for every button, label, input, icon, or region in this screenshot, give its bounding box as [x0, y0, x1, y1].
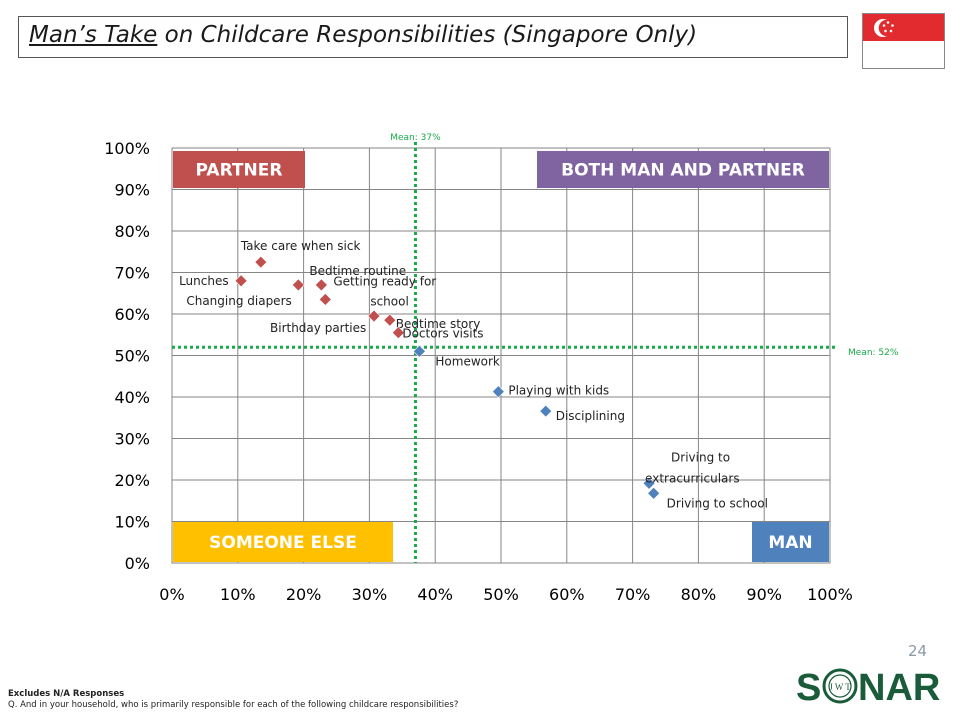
slide-title: Man’s Take on Childcare Responsibilities…: [29, 22, 697, 48]
data-point-label: Driving to extracurriculars: [645, 450, 740, 485]
x-tick-label: 0%: [159, 585, 184, 604]
y-tick-label: 60%: [114, 305, 150, 324]
flag-crescent-stars: [874, 19, 896, 37]
data-point: [383, 313, 397, 327]
y-tick-label: 80%: [114, 222, 150, 241]
svg-text:S: S: [796, 667, 821, 709]
data-point-label: Birthday parties: [270, 321, 366, 335]
quadrant-label: PARTNER: [196, 161, 283, 181]
data-point-label: Doctors visits: [402, 327, 483, 341]
title-emphasis: Man’s Take: [29, 22, 158, 48]
data-point-label: Bedtime story: [396, 317, 481, 331]
data-point-label: Getting ready for school: [333, 274, 436, 308]
quadrant-label: BOTH MAN AND PARTNER: [561, 161, 805, 181]
data-point-label: Playing with kids: [508, 384, 609, 398]
quadrant-label-box: [173, 151, 305, 188]
svg-text:NAR: NAR: [858, 667, 940, 709]
singapore-flag-icon: [862, 13, 945, 69]
y-tick-label: 20%: [114, 471, 150, 490]
quadrant-label: MAN: [768, 533, 812, 553]
y-tick-label: 10%: [114, 513, 150, 532]
svg-text:J W T: J W T: [829, 682, 851, 692]
quadrant-label-box: [537, 151, 829, 188]
footer: Excludes N/A Responses Q. And in your ho…: [8, 689, 458, 711]
quadrant-label-box: [752, 522, 829, 562]
y-tick-label: 100%: [104, 139, 150, 158]
sonar-jwt-logo: S J W T NAR: [796, 667, 940, 709]
mean-y-label: Mean: 52%: [848, 348, 899, 358]
data-point: [318, 293, 332, 306]
x-tick-label: 60%: [549, 585, 585, 604]
data-point: [491, 385, 505, 399]
x-tick-label: 30%: [352, 585, 388, 604]
x-tick-label: 20%: [286, 585, 322, 604]
data-point-label: Homework: [435, 354, 500, 368]
x-tick-label: 80%: [681, 585, 717, 604]
footer-note: Excludes N/A Responses: [8, 689, 125, 699]
data-point: [314, 278, 328, 292]
data-point-label: Bedtime routine: [309, 264, 406, 278]
data-point: [412, 344, 426, 358]
x-tick-label: 50%: [483, 585, 519, 604]
mean-x-label: Mean: 37%: [390, 133, 441, 143]
y-tick-label: 50%: [114, 347, 150, 366]
data-point-label: Disciplining: [556, 409, 625, 423]
data-point: [254, 255, 268, 269]
data-point-label: Driving to school: [667, 496, 768, 510]
data-point-label-line: Driving to: [671, 450, 730, 464]
y-tick-label: 30%: [114, 430, 150, 449]
y-tick-label: 40%: [114, 388, 150, 407]
footer-question: Q. And in your household, who is primari…: [8, 700, 459, 710]
x-tick-label: 70%: [615, 585, 651, 604]
y-tick-label: 0%: [125, 554, 150, 573]
data-point: [647, 486, 661, 500]
data-point-label: Take care when sick: [240, 239, 361, 253]
y-tick-label: 70%: [114, 264, 150, 283]
scatter-chart: 0% 10% 20% 30% 40% 50% 60% 70% 80% 90% 100% 0% 10% 20…: [104, 133, 899, 604]
x-tick-label: 90%: [746, 585, 782, 604]
data-point-label: Lunches: [179, 274, 229, 288]
quadrant-label-box: [173, 522, 393, 562]
data-point: [391, 326, 405, 340]
x-tick-label: 40%: [417, 585, 453, 604]
x-tick-label: 10%: [220, 585, 256, 604]
x-tick-label: 100%: [807, 585, 853, 604]
y-tick-label: 90%: [114, 181, 150, 200]
data-point: [642, 476, 656, 490]
title-rest: on Childcare Responsibilities (Singapore…: [157, 22, 698, 48]
page-number: 24: [908, 642, 928, 660]
data-point: [234, 274, 248, 288]
title-box: Man’s Take on Childcare Responsibilities…: [18, 16, 848, 58]
quadrant-label: SOMEONE ELSE: [209, 533, 357, 553]
data-point-label-line: Getting ready for: [333, 274, 436, 288]
data-point: [291, 278, 305, 292]
data-point-label: Changing diapers: [186, 294, 291, 308]
data-point-label-line: school: [370, 294, 408, 308]
data-point-label-line: extracurriculars: [645, 471, 740, 485]
data-point: [539, 404, 553, 418]
data-point: [367, 309, 381, 323]
